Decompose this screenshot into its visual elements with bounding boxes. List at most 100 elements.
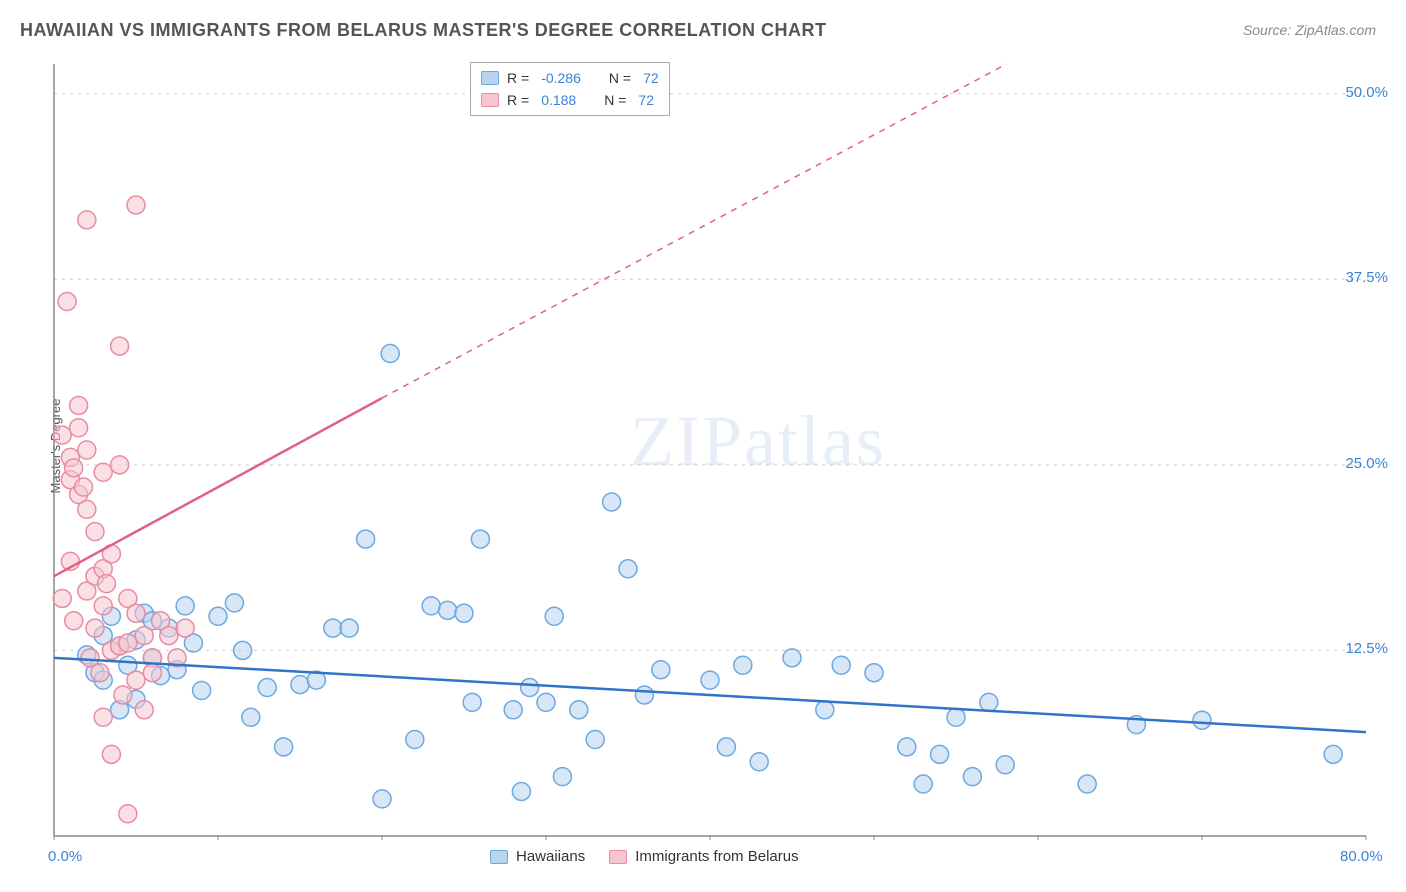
data-point (53, 589, 71, 607)
data-point (832, 656, 850, 674)
r-value: -0.286 (541, 70, 581, 86)
r-value: 0.188 (541, 92, 576, 108)
legend-item: Immigrants from Belarus (609, 848, 798, 865)
data-point (439, 601, 457, 619)
data-point (65, 612, 83, 630)
data-point (111, 337, 129, 355)
n-label: N = (609, 70, 631, 86)
n-value: 72 (643, 70, 659, 86)
data-point (102, 745, 120, 763)
y-tick-label: 25.0% (1345, 455, 1388, 472)
data-point (135, 701, 153, 719)
data-point (734, 656, 752, 674)
legend-swatch (481, 93, 499, 107)
data-point (750, 753, 768, 771)
legend-label: Immigrants from Belarus (635, 848, 798, 865)
data-point (91, 664, 109, 682)
data-point (135, 627, 153, 645)
data-point (512, 782, 530, 800)
data-point (176, 619, 194, 637)
data-point (619, 560, 637, 578)
data-point (635, 686, 653, 704)
x-axis-min-label: 0.0% (48, 848, 82, 865)
data-point (1078, 775, 1096, 793)
data-point (119, 805, 137, 823)
data-point (357, 530, 375, 548)
data-point (127, 604, 145, 622)
legend-item: Hawaiians (490, 848, 585, 865)
data-point (242, 708, 260, 726)
data-point (914, 775, 932, 793)
data-point (209, 607, 227, 625)
data-point (373, 790, 391, 808)
data-point (603, 493, 621, 511)
data-point (176, 597, 194, 615)
data-point (381, 345, 399, 363)
legend-swatch (481, 71, 499, 85)
data-point (980, 693, 998, 711)
data-point (406, 731, 424, 749)
data-point (275, 738, 293, 756)
data-point (463, 693, 481, 711)
data-point (898, 738, 916, 756)
data-point (97, 575, 115, 593)
legend-stat-row: R = 0.188 N = 72 (481, 89, 659, 111)
data-point (94, 708, 112, 726)
chart-title: HAWAIIAN VS IMMIGRANTS FROM BELARUS MAST… (20, 20, 826, 41)
data-point (70, 396, 88, 414)
data-point (78, 441, 96, 459)
data-point (471, 530, 489, 548)
x-axis-max-label: 80.0% (1340, 848, 1383, 865)
data-point (193, 682, 211, 700)
data-point (86, 619, 104, 637)
data-point (340, 619, 358, 637)
data-point (78, 500, 96, 518)
y-tick-label: 37.5% (1345, 269, 1388, 286)
data-point (586, 731, 604, 749)
data-point (701, 671, 719, 689)
data-point (947, 708, 965, 726)
scatter-plot (50, 60, 1370, 840)
data-point (70, 419, 88, 437)
data-point (119, 634, 137, 652)
data-point (652, 661, 670, 679)
data-point (1324, 745, 1342, 763)
data-point (521, 679, 539, 697)
data-point (931, 745, 949, 763)
data-point (816, 701, 834, 719)
data-point (86, 523, 104, 541)
data-point (58, 293, 76, 311)
chart-area (50, 60, 1370, 840)
data-point (537, 693, 555, 711)
data-point (717, 738, 735, 756)
data-point (111, 456, 129, 474)
trend-line (54, 398, 382, 576)
r-label: R = (507, 92, 529, 108)
y-tick-label: 12.5% (1345, 640, 1388, 657)
data-point (963, 768, 981, 786)
data-point (570, 701, 588, 719)
data-point (78, 211, 96, 229)
legend-correlation: R = -0.286 N = 72 R = 0.188 N = 72 (470, 62, 670, 116)
legend-label: Hawaiians (516, 848, 585, 865)
n-value: 72 (638, 92, 654, 108)
r-label: R = (507, 70, 529, 86)
data-point (94, 597, 112, 615)
data-point (234, 641, 252, 659)
y-tick-label: 50.0% (1345, 84, 1388, 101)
data-point (553, 768, 571, 786)
source-text: Source: ZipAtlas.com (1243, 22, 1376, 38)
data-point (75, 478, 93, 496)
data-point (422, 597, 440, 615)
data-point (114, 686, 132, 704)
data-point (225, 594, 243, 612)
data-point (324, 619, 342, 637)
data-point (94, 463, 112, 481)
data-point (545, 607, 563, 625)
data-point (865, 664, 883, 682)
data-point (291, 676, 309, 694)
data-point (783, 649, 801, 667)
data-point (455, 604, 473, 622)
data-point (65, 459, 83, 477)
n-label: N = (604, 92, 626, 108)
